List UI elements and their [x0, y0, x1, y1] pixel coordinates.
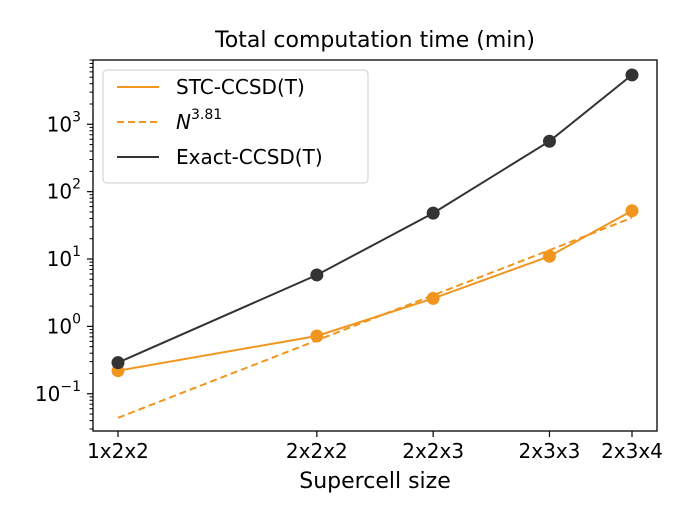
- plot-frame: [92, 59, 658, 432]
- legend: STC-CCSD(T) N3.81 Exact-CCSD(T): [102, 69, 369, 184]
- data-point: [426, 206, 440, 220]
- y-tick-label: 103: [47, 109, 81, 136]
- data-point: [426, 291, 440, 305]
- data-point: [542, 134, 556, 148]
- x-tick-label: 1x2x2: [87, 439, 149, 463]
- chart-title: Total computation time (min): [214, 28, 535, 53]
- y-tick-label: 100: [47, 311, 81, 338]
- x-tick-label: 2x2x2: [286, 439, 348, 463]
- legend-box: [102, 69, 369, 184]
- x-tick-label: 2x3x3: [519, 439, 581, 463]
- data-point: [625, 204, 639, 218]
- x-tick-label: 2x2x3: [402, 439, 464, 463]
- series-layer: [111, 68, 639, 419]
- y-tick-label: 10−1: [35, 379, 81, 406]
- tick-layer: 1x2x2 2x2x2 2x2x3 2x3x3 2x3x4 10−1 100 101 102 10…: [35, 59, 663, 463]
- legend-label: N3.81: [176, 107, 222, 134]
- x-tick-label: 2x3x4: [601, 439, 663, 463]
- data-point: [542, 249, 556, 263]
- legend-label: Exact-CCSD(T): [176, 145, 323, 169]
- x-axis-label: Supercell size: [299, 469, 450, 494]
- data-point: [310, 329, 324, 343]
- data-point: [625, 68, 639, 82]
- data-point: [111, 356, 125, 370]
- y-tick-label: 102: [47, 177, 81, 204]
- legend-label: STC-CCSD(T): [176, 75, 305, 99]
- data-point: [310, 268, 324, 282]
- y-tick-label: 101: [47, 244, 81, 271]
